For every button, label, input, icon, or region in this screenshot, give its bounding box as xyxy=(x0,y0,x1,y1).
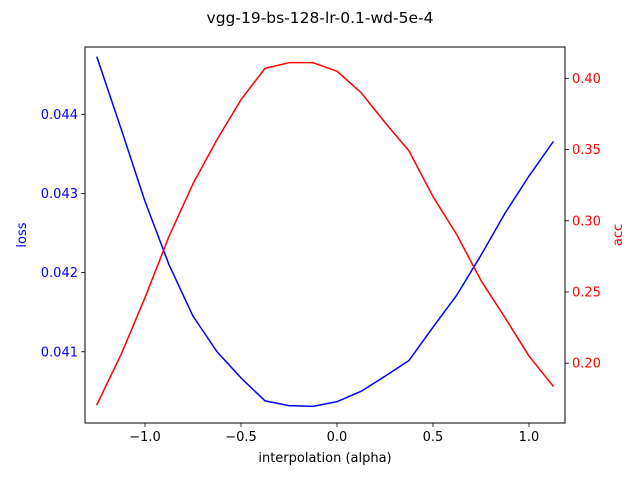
x-axis: −1.0 −0.5 0.0 0.5 1.0 xyxy=(129,423,539,445)
loss-series-line xyxy=(96,56,555,408)
right-y-tick-label: 0.25 xyxy=(572,285,601,300)
left-axis-label: loss xyxy=(15,222,30,247)
left-y-tick-label: 0.041 xyxy=(41,345,78,360)
series-layer xyxy=(95,56,555,408)
x-tick-label: −0.5 xyxy=(225,430,257,445)
x-tick-label: 0.0 xyxy=(327,430,348,445)
left-y-tick-label: 0.042 xyxy=(41,266,78,281)
x-tick-label: 0.5 xyxy=(423,430,444,445)
x-tick-label: 1.0 xyxy=(519,430,540,445)
x-axis-label: interpolation (alpha) xyxy=(258,451,391,466)
x-tick-label: −1.0 xyxy=(129,430,161,445)
right-y-axis: 0.20 0.25 0.30 0.35 0.40 xyxy=(565,72,601,372)
right-y-tick-label: 0.35 xyxy=(572,143,601,158)
left-y-tick-label: 0.044 xyxy=(41,108,78,123)
left-y-tick-label: 0.043 xyxy=(41,187,78,202)
acc-series-line xyxy=(95,61,555,406)
right-y-tick-label: 0.40 xyxy=(572,72,601,87)
right-axis-label: acc xyxy=(611,224,626,246)
left-y-axis: 0.041 0.042 0.043 0.044 xyxy=(41,108,85,360)
right-y-tick-label: 0.20 xyxy=(572,357,601,372)
chart-title: vgg-19-bs-128-lr-0.1-wd-5e-4 xyxy=(207,9,434,27)
right-y-tick-label: 0.30 xyxy=(572,214,601,229)
plot-frame xyxy=(84,46,566,424)
